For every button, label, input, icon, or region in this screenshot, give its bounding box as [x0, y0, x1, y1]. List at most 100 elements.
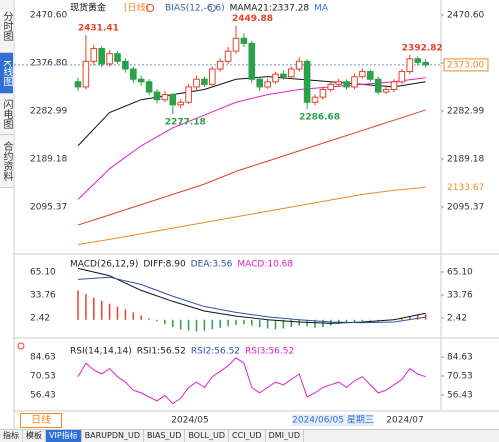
date-label: 2024/05 [171, 416, 208, 426]
candle-body [280, 73, 287, 78]
side-tab[interactable]: 分时图 [0, 0, 13, 53]
bottom-tab[interactable]: BIAS_UD [144, 430, 186, 442]
price-annotation: 2431.41 [78, 24, 119, 34]
panel-icon[interactable] [17, 342, 25, 350]
candle-body [114, 53, 121, 62]
side-tab[interactable]: 合约资料 [0, 135, 13, 188]
candle-body [382, 88, 390, 93]
candle-body [351, 76, 358, 88]
y-tick-label: 2.42 [30, 313, 50, 323]
indicator-line [77, 76, 426, 147]
candle-body [153, 91, 161, 101]
y-tick-label: 2.42 [447, 313, 467, 323]
period-button[interactable]: 日线 [20, 413, 62, 428]
price-annotation: 2449.88 [232, 14, 273, 24]
candle-body [288, 68, 295, 78]
candle-body [161, 94, 169, 101]
y-tick-label: 2282.99 [447, 106, 484, 116]
legend-text: BIAS(12,-6,6) [165, 4, 225, 14]
date-label: 2024/07 [386, 416, 423, 426]
candle-body [311, 96, 319, 103]
bottom-tab[interactable]: CCI_UD [229, 430, 266, 442]
candle-body [359, 71, 366, 78]
candle-body [295, 60, 303, 70]
bottom-tab[interactable]: 模板 [23, 430, 46, 442]
indicator-line [77, 77, 426, 200]
candle-body [327, 83, 335, 90]
bottom-tab[interactable]: BOLL_UD [185, 430, 230, 442]
legend-text: DEA:3.56 [191, 260, 233, 270]
candle-body [414, 58, 421, 63]
y-tick-label: 84.63 [30, 352, 56, 362]
bottom-tab[interactable]: BARUPDN_UD [82, 430, 145, 442]
y-tick-label: 70.53 [447, 371, 473, 381]
candle-body [106, 53, 113, 65]
bottom-tab[interactable]: 指标 [0, 430, 23, 442]
candle-body [264, 81, 271, 88]
candle-body [122, 60, 129, 70]
candle-body [319, 88, 327, 98]
y-tick-label: 84.63 [447, 352, 473, 362]
y-tick-label: 70.53 [30, 371, 56, 381]
candle-body [98, 48, 106, 65]
legend-text: 现货黄金 [70, 2, 106, 14]
indicator-line [77, 276, 426, 324]
y-tick-label: 33.76 [30, 290, 56, 300]
legend-text: MA [314, 4, 329, 14]
settings-icon[interactable] [146, 4, 154, 12]
date-highlight [292, 414, 374, 426]
candle-body [224, 50, 232, 62]
bottom-tab[interactable]: DMI_UD [266, 430, 304, 442]
candle-body [232, 37, 240, 52]
candle-body [367, 71, 374, 80]
candle-body [422, 61, 429, 66]
last-price-label: 2373.00 [447, 60, 484, 70]
legend-text: RSI2:56.52 [191, 347, 240, 357]
candle-body [82, 60, 90, 88]
candle-body [406, 58, 414, 73]
candle-body [145, 81, 153, 93]
candle-body [374, 78, 382, 93]
rsi-line [77, 357, 426, 405]
candle-body [256, 78, 263, 88]
y-tick-label: 2189.18 [30, 154, 67, 164]
side-tab[interactable]: K线图 [0, 53, 13, 94]
legend-text: [日线] [124, 2, 149, 14]
bottom-tabs: 指标 模板 VIP指标 BARUPDN_UD BIAS_UD BOLL_UD CCI_UD D… [0, 429, 499, 442]
bottom-tab[interactable]: VIP指标 [46, 430, 82, 442]
candle-body [137, 78, 145, 83]
candle-body [272, 73, 279, 83]
legend-text: RSI3:56.52 [245, 347, 294, 357]
info-icon[interactable] [208, 4, 216, 12]
candle-body [343, 81, 350, 88]
y-tick-label: 2470.60 [447, 10, 484, 20]
y-tick-label: 33.76 [447, 290, 473, 300]
y-tick-label: 56.43 [447, 390, 473, 400]
candle-body [177, 101, 184, 106]
candle-body [74, 81, 82, 88]
line-end-label: 2133.67 [447, 183, 484, 193]
candle-body [248, 42, 256, 80]
y-tick-label: 2189.18 [447, 154, 484, 164]
candle-body [185, 86, 192, 103]
candle-body [390, 81, 398, 90]
last-price-box [443, 58, 489, 72]
candle-body [193, 78, 200, 88]
price-annotation: 2286.68 [299, 113, 340, 123]
y-tick-label: 2470.60 [30, 10, 67, 20]
y-tick-label: 2376.80 [30, 58, 67, 68]
candle-body [209, 68, 216, 85]
candle-body [130, 68, 137, 80]
y-tick-label: 2282.99 [30, 106, 67, 116]
candle-body [169, 94, 177, 106]
legend-text: DIFF:8.90 [143, 260, 186, 270]
legend-text: MAMA21:2337.28 [230, 4, 310, 14]
candle-body [240, 37, 248, 44]
side-tab[interactable]: 闪电图 [0, 94, 13, 135]
legend-text: MACD(26,12,9) [70, 260, 138, 270]
legend-text: RSI(14,14,14) [70, 347, 132, 357]
y-tick-label: 65.10 [30, 267, 56, 277]
indicator-line [77, 109, 426, 226]
y-tick-label: 65.10 [447, 267, 473, 277]
